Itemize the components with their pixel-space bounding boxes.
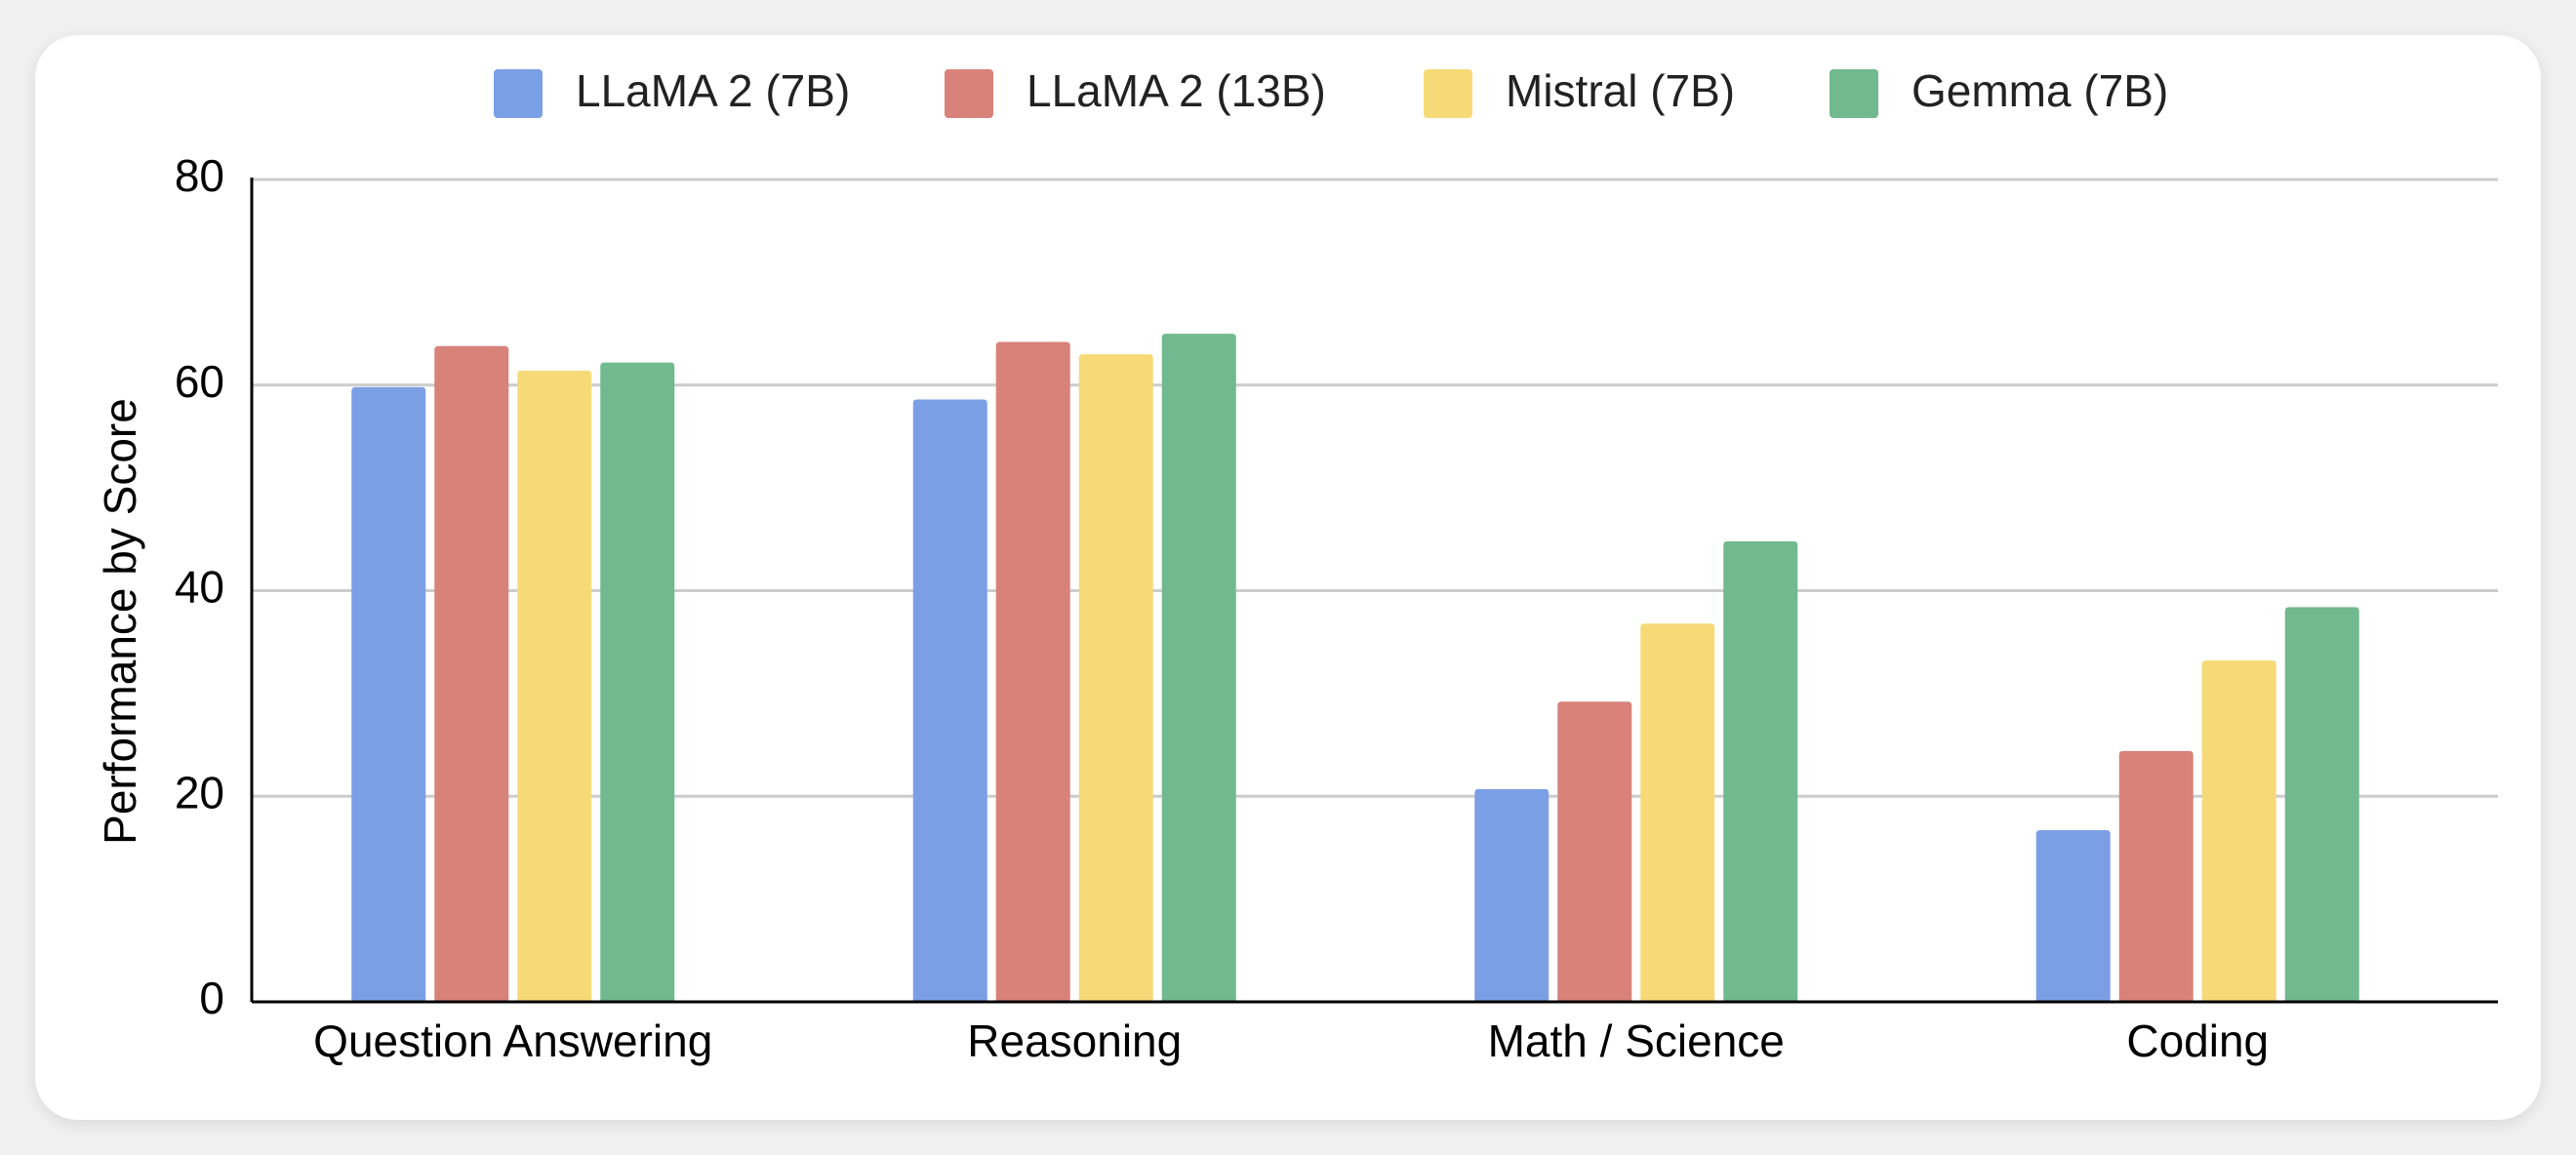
- bar-coding-gemma-7b: [2285, 607, 2359, 1002]
- y-tick-label: 40: [175, 562, 224, 613]
- bar-question-answering-mistral-7b: [517, 371, 591, 1002]
- bar-coding-llama-2-7b: [2036, 830, 2111, 1002]
- legend-swatch: [945, 69, 993, 118]
- bar-question-answering-gemma-7b: [600, 363, 674, 1002]
- x-category-labels: Question Answering Reasoning Math / Scienc…: [313, 1016, 2269, 1066]
- bar-reasoning-llama-2-13b: [996, 341, 1070, 1002]
- bar-math-science-llama-2-7b: [1474, 789, 1549, 1002]
- x-category-label: Math / Science: [1488, 1016, 1785, 1066]
- y-tick-label: 0: [199, 973, 224, 1023]
- legend-label: LLaMA 2 (13B): [1026, 65, 1326, 116]
- bar-reasoning-mistral-7b: [1079, 354, 1153, 1002]
- bar-reasoning-llama-2-7b: [913, 400, 987, 1002]
- legend-label: Gemma (7B): [1912, 65, 2168, 116]
- bar-math-science-mistral-7b: [1640, 623, 1714, 1002]
- legend-label: LLaMA 2 (7B): [576, 65, 850, 116]
- x-category-label: Coding: [2126, 1016, 2269, 1066]
- y-tick-label: 20: [175, 767, 224, 817]
- bar-math-science-llama-2-13b: [1557, 701, 1631, 1002]
- x-category-label: Reasoning: [967, 1016, 1182, 1066]
- x-category-label: Question Answering: [313, 1016, 712, 1066]
- bar-reasoning-gemma-7b: [1162, 334, 1236, 1002]
- legend-swatch: [1424, 69, 1472, 118]
- bars: [351, 334, 2359, 1002]
- bar-question-answering-llama-2-7b: [351, 387, 425, 1002]
- y-tick-labels: 0 20 40 60 80: [175, 150, 224, 1023]
- bar-question-answering-llama-2-13b: [434, 346, 508, 1002]
- y-tick-label: 80: [175, 150, 224, 201]
- y-axis-title: Performance by Score: [95, 398, 145, 845]
- bar-coding-mistral-7b: [2202, 660, 2276, 1002]
- bar-coding-llama-2-13b: [2119, 751, 2194, 1002]
- legend-label: Mistral (7B): [1506, 65, 1735, 116]
- bar-chart: LLaMA 2 (7B) LLaMA 2 (13B) Mistral (7B) Gem…: [0, 0, 2576, 1155]
- legend: LLaMA 2 (7B) LLaMA 2 (13B) Mistral (7B) Gem…: [494, 65, 2168, 118]
- y-tick-label: 60: [175, 356, 224, 407]
- legend-swatch: [1830, 69, 1878, 118]
- legend-swatch: [494, 69, 543, 118]
- bar-math-science-gemma-7b: [1723, 541, 1797, 1002]
